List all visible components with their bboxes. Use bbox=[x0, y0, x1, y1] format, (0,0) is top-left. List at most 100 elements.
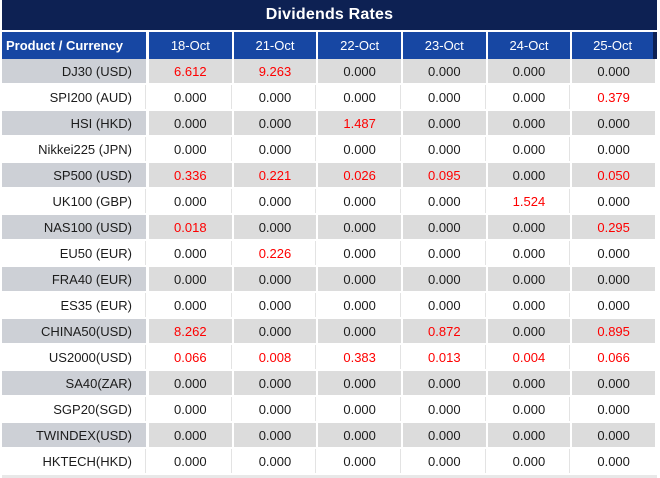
rate-cell: 0.000 bbox=[402, 423, 488, 449]
rate-cell: 0.383 bbox=[318, 345, 403, 371]
product-cell: HKTECH(HKD) bbox=[2, 449, 149, 475]
rate-cell: 0.000 bbox=[402, 189, 488, 215]
rate-cell: 0.000 bbox=[487, 241, 573, 267]
rate-cell: 0.000 bbox=[487, 85, 573, 111]
rate-cell: 0.000 bbox=[149, 423, 234, 449]
rate-cell: 0.000 bbox=[149, 371, 234, 397]
rate-cell: 8.262 bbox=[149, 319, 234, 345]
rate-cell: 0.000 bbox=[318, 215, 403, 241]
rate-cell: 0.000 bbox=[572, 59, 657, 85]
rate-cell: 0.008 bbox=[233, 345, 319, 371]
rate-cell: 0.000 bbox=[402, 215, 488, 241]
rate-cell: 0.000 bbox=[318, 189, 403, 215]
rate-cell: 0.000 bbox=[487, 137, 573, 163]
rate-cell: 0.000 bbox=[402, 241, 488, 267]
rate-cell: 0.095 bbox=[402, 163, 488, 189]
rate-cell: 0.000 bbox=[572, 449, 657, 475]
product-cell: TWINDEX(USD) bbox=[2, 423, 149, 449]
rate-cell: 0.000 bbox=[149, 111, 234, 137]
rate-cell: 0.379 bbox=[572, 85, 657, 111]
rate-cell: 0.000 bbox=[149, 267, 234, 293]
table-body: DJ30 (USD) 6.612 9.263 0.000 0.000 0.000 0.000… bbox=[2, 59, 657, 475]
rate-cell: 0.066 bbox=[149, 345, 234, 371]
rate-cell: 1.524 bbox=[487, 189, 573, 215]
rate-cell: 0.000 bbox=[487, 449, 573, 475]
product-cell: FRA40 (EUR) bbox=[2, 267, 149, 293]
table-row: NAS100 (USD) 0.018 0.000 0.000 0.000 0.000 0.2… bbox=[2, 215, 657, 241]
column-header-24-oct: 24-Oct bbox=[487, 32, 573, 59]
product-cell: NAS100 (USD) bbox=[2, 215, 149, 241]
rate-cell: 0.013 bbox=[402, 345, 488, 371]
rate-cell: 0.000 bbox=[487, 371, 573, 397]
rate-cell: 0.000 bbox=[487, 319, 573, 345]
rate-cell: 0.004 bbox=[487, 345, 573, 371]
rate-cell: 0.000 bbox=[149, 397, 234, 423]
product-cell: SP500 (USD) bbox=[2, 163, 149, 189]
rate-cell: 0.000 bbox=[149, 293, 234, 319]
rate-cell: 0.000 bbox=[402, 371, 488, 397]
rate-cell: 0.000 bbox=[402, 85, 488, 111]
product-cell: SPI200 (AUD) bbox=[2, 85, 149, 111]
rate-cell: 0.018 bbox=[149, 215, 234, 241]
page-title: Dividends Rates bbox=[265, 6, 394, 23]
rate-cell: 0.000 bbox=[318, 397, 403, 423]
rate-cell: 0.000 bbox=[487, 163, 573, 189]
product-cell: ES35 (EUR) bbox=[2, 293, 149, 319]
rate-cell: 0.000 bbox=[402, 449, 488, 475]
table-row: SA40(ZAR) 0.000 0.000 0.000 0.000 0.000 0.000 bbox=[2, 371, 657, 397]
table-row: US2000(USD) 0.066 0.008 0.383 0.013 0.004 0.06… bbox=[2, 345, 657, 371]
column-header-product-currency: Product / Currency bbox=[2, 32, 149, 59]
rate-cell: 0.000 bbox=[318, 137, 403, 163]
rate-cell: 0.295 bbox=[572, 215, 657, 241]
rate-cell: 0.000 bbox=[572, 189, 657, 215]
column-header-18-oct: 18-Oct bbox=[149, 32, 234, 59]
rate-cell: 0.000 bbox=[233, 137, 319, 163]
table-row: FRA40 (EUR) 0.000 0.000 0.000 0.000 0.000 0.00… bbox=[2, 267, 657, 293]
rate-cell: 0.000 bbox=[318, 423, 403, 449]
rate-cell: 0.000 bbox=[402, 293, 488, 319]
rate-cell: 0.000 bbox=[233, 423, 319, 449]
rate-cell: 0.000 bbox=[318, 241, 403, 267]
product-cell: HSI (HKD) bbox=[2, 111, 149, 137]
rate-cell: 0.000 bbox=[233, 293, 319, 319]
rate-cell: 0.000 bbox=[572, 137, 657, 163]
table-row: EU50 (EUR) 0.000 0.226 0.000 0.000 0.000 0.000 bbox=[2, 241, 657, 267]
table-row: SP500 (USD) 0.336 0.221 0.026 0.095 0.000 0.05… bbox=[2, 163, 657, 189]
rate-cell: 0.000 bbox=[572, 241, 657, 267]
column-header-22-oct: 22-Oct bbox=[318, 32, 403, 59]
rate-cell: 0.000 bbox=[572, 423, 657, 449]
rate-cell: 1.487 bbox=[318, 111, 403, 137]
rate-cell: 0.000 bbox=[402, 137, 488, 163]
table-row: HSI (HKD) 0.000 0.000 1.487 0.000 0.000 0.000 bbox=[2, 111, 657, 137]
product-cell: CHINA50(USD) bbox=[2, 319, 149, 345]
rate-cell: 0.000 bbox=[233, 449, 319, 475]
rate-cell: 9.263 bbox=[233, 59, 319, 85]
rate-cell: 0.000 bbox=[149, 85, 234, 111]
product-cell: US2000(USD) bbox=[2, 345, 149, 371]
rate-cell: 0.000 bbox=[572, 397, 657, 423]
header-row: Product / Currency 18-Oct 21-Oct 22-Oct 23-… bbox=[2, 32, 657, 59]
rate-cell: 0.000 bbox=[572, 267, 657, 293]
rate-cell: 6.612 bbox=[149, 59, 234, 85]
rate-cell: 0.000 bbox=[233, 319, 319, 345]
rate-cell: 0.226 bbox=[233, 241, 319, 267]
rate-cell: 0.000 bbox=[318, 319, 403, 345]
rate-cell: 0.000 bbox=[149, 137, 234, 163]
rate-cell: 0.872 bbox=[402, 319, 488, 345]
rate-cell: 0.000 bbox=[233, 111, 319, 137]
table-bottom-border bbox=[2, 475, 657, 478]
rate-cell: 0.000 bbox=[149, 241, 234, 267]
rate-cell: 0.000 bbox=[402, 111, 488, 137]
table-row: SPI200 (AUD) 0.000 0.000 0.000 0.000 0.000 0.3… bbox=[2, 85, 657, 111]
rate-cell: 0.000 bbox=[318, 293, 403, 319]
rate-cell: 0.000 bbox=[487, 215, 573, 241]
rate-cell: 0.050 bbox=[572, 163, 657, 189]
table-row: DJ30 (USD) 6.612 9.263 0.000 0.000 0.000 0.000 bbox=[2, 59, 657, 85]
rate-cell: 0.000 bbox=[402, 267, 488, 293]
product-cell: Nikkei225 (JPN) bbox=[2, 137, 149, 163]
rate-cell: 0.000 bbox=[149, 449, 234, 475]
rate-cell: 0.000 bbox=[233, 397, 319, 423]
table-row: UK100 (GBP) 0.000 0.000 0.000 0.000 1.524 0.00… bbox=[2, 189, 657, 215]
rate-cell: 0.000 bbox=[149, 189, 234, 215]
